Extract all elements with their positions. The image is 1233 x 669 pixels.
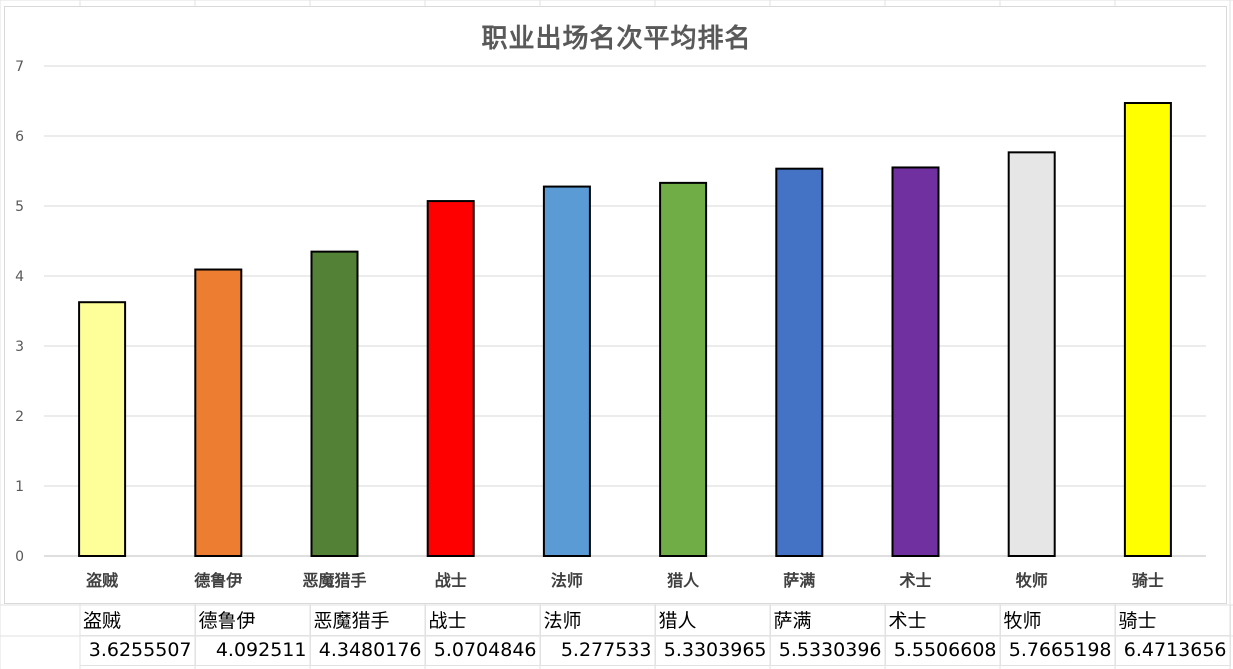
x-tick-label: 术士 — [898, 571, 931, 590]
table-cell-value[interactable]: 5.5330396 — [770, 635, 886, 666]
table-cell-value[interactable]: 5.0704846 — [425, 635, 541, 666]
table-cell-value[interactable]: 5.3303965 — [655, 635, 771, 666]
table-cell-category[interactable]: 战士 — [425, 605, 541, 636]
table-cell-category[interactable]: 恶魔猎手 — [310, 605, 426, 636]
x-tick-label: 萨满 — [783, 571, 815, 590]
y-tick-label: 6 — [15, 129, 24, 145]
y-tick-label: 1 — [15, 479, 24, 495]
x-tick-label: 战士 — [435, 571, 467, 590]
table-cell-value[interactable]: 4.092511 — [195, 635, 311, 666]
y-tick-label: 0 — [15, 549, 24, 565]
value-row: 3.6255507 4.092511 4.3480176 5.0704846 5.277… — [80, 635, 1231, 666]
y-tick-label: 7 — [15, 59, 24, 75]
table-cell-value[interactable]: 6.4713656 — [1115, 635, 1231, 666]
data-table: 盗贼 德鲁伊 恶魔猎手 战士 法师 猎人 萨满 术士 牧师 骑士 3.6255507 4.09251… — [80, 605, 1231, 666]
bar[interactable] — [659, 181, 708, 557]
table-cell-value[interactable]: 5.7665198 — [1000, 635, 1116, 666]
bar[interactable] — [1123, 102, 1172, 558]
x-tick-label: 恶魔猎手 — [302, 571, 366, 590]
x-tick-label: 德鲁伊 — [194, 571, 242, 590]
table-cell-category[interactable]: 术士 — [885, 605, 1001, 636]
x-tick-label: 牧师 — [1016, 571, 1048, 590]
bar[interactable] — [1007, 151, 1056, 557]
x-tick-label: 猎人 — [667, 571, 700, 590]
x-tick-label: 盗贼 — [86, 571, 118, 590]
category-row: 盗贼 德鲁伊 恶魔猎手 战士 法师 猎人 萨满 术士 牧师 骑士 — [80, 605, 1231, 636]
bar[interactable] — [426, 200, 475, 557]
y-tick-label: 3 — [15, 339, 24, 355]
bar[interactable] — [542, 185, 591, 557]
y-tick-label: 2 — [15, 409, 24, 425]
table-cell-category[interactable]: 牧师 — [1000, 605, 1116, 636]
chart-title: 职业出场名次平均排名 — [481, 24, 752, 54]
y-tick-label: 4 — [15, 269, 24, 285]
table-cell-category[interactable]: 猎人 — [655, 605, 771, 636]
bar[interactable] — [78, 301, 127, 557]
y-tick-label: 5 — [15, 199, 24, 215]
table-cell-category[interactable]: 萨满 — [770, 605, 886, 636]
table-cell-category[interactable]: 骑士 — [1115, 605, 1231, 636]
bar[interactable] — [310, 250, 359, 557]
table-cell-category[interactable]: 德鲁伊 — [195, 605, 311, 636]
x-tick-label: 骑士 — [1132, 571, 1164, 590]
table-cell-category[interactable]: 盗贼 — [80, 605, 196, 636]
bar[interactable] — [194, 268, 243, 557]
table-cell-value[interactable]: 4.3480176 — [310, 635, 426, 666]
table-cell-category[interactable]: 法师 — [540, 605, 656, 636]
table-cell-value[interactable]: 5.277533 — [540, 635, 656, 666]
table-cell-value[interactable]: 3.6255507 — [80, 635, 196, 666]
bar[interactable] — [891, 166, 940, 558]
table-cell-value[interactable]: 5.5506608 — [885, 635, 1001, 666]
x-tick-label: 法师 — [551, 571, 583, 590]
bar[interactable] — [775, 167, 824, 557]
